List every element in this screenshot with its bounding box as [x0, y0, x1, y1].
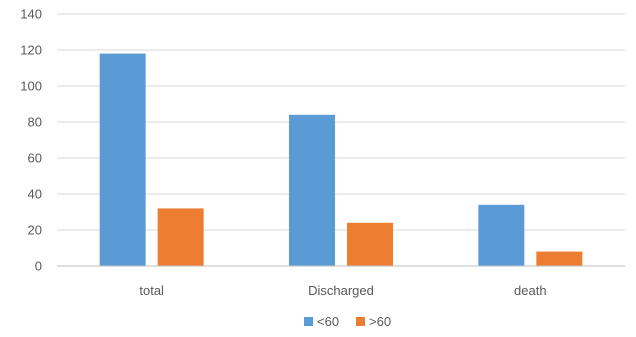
legend-label: >60 [369, 314, 391, 329]
x-category-label: total [139, 283, 164, 298]
x-category-label: death [514, 283, 547, 298]
y-tick-label: 20 [28, 223, 42, 238]
y-tick-label: 120 [20, 43, 42, 58]
y-tick-label: 40 [28, 187, 42, 202]
gridlines [57, 13, 625, 267]
x-axis: total Discharged death [57, 265, 625, 298]
bar-discharged-series-1 [289, 114, 335, 266]
legend-swatch [356, 317, 365, 326]
y-axis-tick-labels: 0 20 40 60 80 100 120 140 [20, 7, 42, 274]
x-category-label: Discharged [308, 283, 374, 298]
bar-total-series-1 [99, 53, 146, 266]
y-tick-label: 100 [20, 79, 42, 94]
bar-death-series-1 [478, 204, 525, 266]
bar-total-series-2 [157, 208, 204, 266]
legend: <60 >60 [304, 314, 391, 329]
bar-death-series-2 [536, 251, 583, 266]
y-tick-label: 0 [35, 259, 42, 274]
y-tick-label: 140 [20, 7, 42, 22]
bar-discharged-series-2 [347, 222, 393, 266]
bars [99, 53, 583, 266]
legend-label: <60 [317, 314, 339, 329]
y-tick-label: 60 [28, 151, 42, 166]
legend-swatch [304, 317, 313, 326]
y-tick-label: 80 [28, 115, 42, 130]
